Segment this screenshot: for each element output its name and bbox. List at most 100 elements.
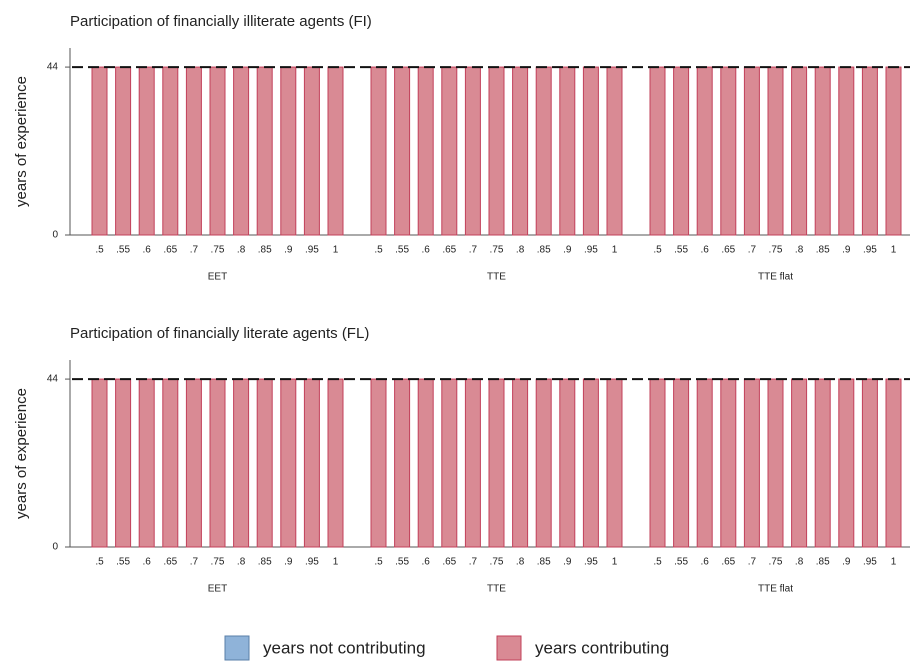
legend-swatch [496, 635, 522, 661]
x-tick-label: .6 [422, 245, 431, 256]
bar [303, 66, 320, 236]
x-tick-label: 1 [891, 245, 897, 256]
x-tick-label: .65 [163, 557, 177, 568]
x-tick-label: .9 [842, 245, 851, 256]
bar [814, 66, 831, 236]
x-tick-label: .55 [116, 245, 130, 256]
group-label: TTE [487, 584, 506, 595]
x-tick-label: .7 [190, 245, 199, 256]
y-axis-label: years of experience [13, 388, 30, 519]
bar [162, 378, 179, 548]
bar [720, 378, 737, 548]
bar [696, 66, 713, 236]
bar [233, 66, 250, 236]
x-tick-label: .9 [284, 557, 293, 568]
x-tick-label: .85 [537, 557, 551, 568]
bar [838, 378, 855, 548]
bar [115, 66, 132, 236]
x-tick-label: 1 [891, 557, 897, 568]
x-tick-label: .9 [284, 245, 293, 256]
bar [138, 378, 155, 548]
x-tick-label: .75 [490, 245, 504, 256]
legend-swatch [224, 635, 250, 661]
bar [743, 378, 760, 548]
bar [441, 66, 458, 236]
x-tick-label: .8 [237, 245, 246, 256]
x-tick-label: .6 [143, 557, 152, 568]
x-tick-label: .65 [442, 557, 456, 568]
bar [720, 66, 737, 236]
x-tick-label: .55 [395, 245, 409, 256]
bar [606, 66, 623, 236]
x-tick-label: .75 [769, 245, 783, 256]
bar [488, 378, 505, 548]
y-tick-label: 0 [52, 542, 58, 553]
x-tick-label: 1 [612, 245, 618, 256]
x-tick-label: .55 [395, 557, 409, 568]
bar [696, 378, 713, 548]
bar [535, 66, 552, 236]
x-tick-label: .95 [305, 557, 319, 568]
y-tick-label: 44 [47, 374, 59, 385]
bar [115, 378, 132, 548]
bar [885, 66, 902, 236]
x-tick-label: .95 [863, 245, 877, 256]
group-label: EET [208, 584, 227, 595]
x-tick-label: .95 [863, 557, 877, 568]
x-tick-label: .9 [842, 557, 851, 568]
bar [559, 378, 576, 548]
bar [91, 66, 108, 236]
x-tick-label: .6 [701, 557, 710, 568]
x-tick-label: .65 [721, 557, 735, 568]
bar [743, 66, 760, 236]
x-tick-label: .95 [584, 557, 598, 568]
legend-label: years contributing [535, 638, 669, 657]
x-tick-label: .5 [653, 557, 662, 568]
bar [885, 378, 902, 548]
x-tick-label: .6 [701, 245, 710, 256]
bar [327, 66, 344, 236]
bar [488, 66, 505, 236]
x-tick-label: .6 [143, 245, 152, 256]
x-tick-label: .7 [469, 557, 478, 568]
x-tick-label: .8 [237, 557, 246, 568]
x-tick-label: .65 [163, 245, 177, 256]
bar [185, 378, 202, 548]
x-tick-label: .8 [516, 557, 525, 568]
x-tick-label: .7 [748, 245, 757, 256]
x-tick-label: .5 [653, 245, 662, 256]
bar [303, 378, 320, 548]
bar [512, 66, 529, 236]
x-tick-label: .55 [116, 557, 130, 568]
bar [91, 378, 108, 548]
group-label: TTE flat [758, 272, 793, 283]
bar [838, 66, 855, 236]
x-tick-label: .75 [769, 557, 783, 568]
x-tick-label: .9 [563, 557, 572, 568]
y-tick-label: 0 [52, 230, 58, 241]
x-tick-label: .85 [258, 245, 272, 256]
x-tick-label: .95 [584, 245, 598, 256]
group-label: TTE flat [758, 584, 793, 595]
x-tick-label: .9 [563, 245, 572, 256]
bar [185, 66, 202, 236]
x-tick-label: .65 [442, 245, 456, 256]
bar [582, 378, 599, 548]
bar [394, 66, 411, 236]
x-tick-label: 1 [612, 557, 618, 568]
bar [417, 378, 434, 548]
y-tick-label: 44 [47, 62, 59, 73]
x-tick-label: .55 [674, 557, 688, 568]
bar [327, 378, 344, 548]
x-tick-label: .8 [516, 245, 525, 256]
bar [559, 66, 576, 236]
bar [512, 378, 529, 548]
x-tick-label: .75 [490, 557, 504, 568]
x-tick-label: .85 [816, 557, 830, 568]
group-label: EET [208, 272, 227, 283]
bar [417, 66, 434, 236]
bar [441, 378, 458, 548]
y-axis-label: years of experience [13, 76, 30, 207]
bar [280, 378, 297, 548]
